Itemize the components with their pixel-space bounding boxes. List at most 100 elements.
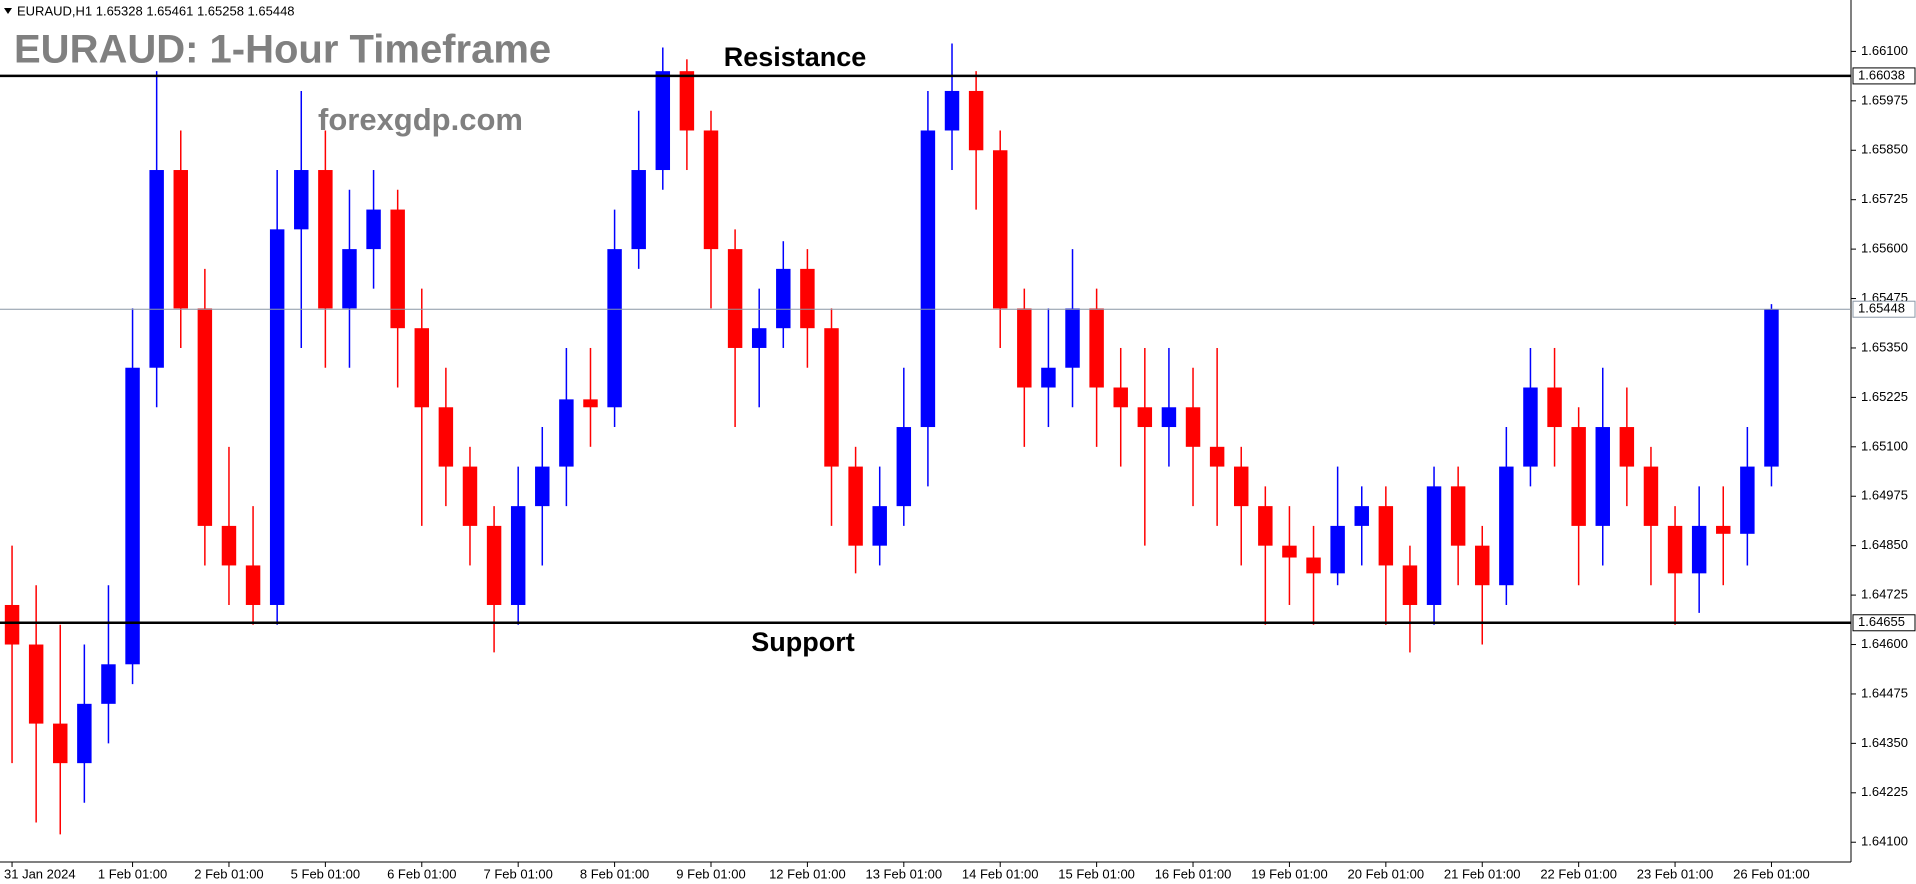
- candle-body: [896, 427, 912, 507]
- candle-body: [1113, 387, 1128, 408]
- level-label: 1.66038: [1858, 67, 1905, 82]
- candle-body: [1691, 525, 1707, 574]
- x-tick-label: 21 Feb 01:00: [1444, 866, 1521, 881]
- y-tick-label: 1.65975: [1861, 92, 1908, 107]
- x-tick-label: 13 Feb 01:00: [865, 866, 942, 881]
- y-tick-label: 1.64725: [1861, 587, 1908, 602]
- candle-body: [125, 367, 140, 665]
- candle-body: [1402, 565, 1418, 605]
- candle-body: [824, 328, 839, 467]
- candle-body: [1089, 308, 1104, 388]
- candle-body: [1595, 427, 1610, 526]
- x-tick-label: 2 Feb 01:00: [194, 866, 263, 881]
- candle-body: [414, 328, 430, 408]
- candle-body: [342, 249, 357, 309]
- level-label-box: [1852, 67, 1916, 85]
- symbol-info: EURAUD,H1 1.65328 1.65461 1.65258 1.6544…: [17, 3, 295, 18]
- level-label: 1.64655: [1858, 614, 1905, 629]
- candle-body: [1523, 387, 1538, 467]
- candle-body: [101, 664, 116, 704]
- candle-body: [294, 170, 309, 230]
- candle-body: [1065, 308, 1080, 368]
- watermark: forexgdp.com: [318, 102, 523, 137]
- candle-body: [944, 90, 960, 131]
- x-tick-label: 19 Feb 01:00: [1251, 866, 1328, 881]
- candle-body: [486, 525, 502, 605]
- candle-body: [1161, 407, 1177, 428]
- candle-body: [631, 170, 646, 250]
- y-tick-label: 1.64850: [1861, 537, 1908, 552]
- candle-body: [462, 466, 478, 526]
- candle-body: [992, 150, 1008, 309]
- candle-body: [510, 506, 526, 605]
- candle-body: [318, 170, 333, 309]
- candle-body: [1282, 545, 1297, 558]
- candle-body: [1258, 506, 1273, 546]
- level-label-box: [1852, 614, 1916, 632]
- x-tick-label: 6 Feb 01:00: [387, 866, 456, 881]
- candle-body: [1716, 525, 1731, 534]
- candle-body: [390, 209, 405, 329]
- candle-body: [221, 525, 237, 566]
- x-tick-label: 16 Feb 01:00: [1155, 866, 1232, 881]
- y-tick-label: 1.64475: [1861, 685, 1908, 700]
- candle-body: [1378, 506, 1394, 566]
- candle-body: [776, 268, 791, 329]
- level-label-box: [1852, 300, 1916, 318]
- candle-body: [751, 328, 767, 348]
- candle-body: [1740, 466, 1755, 534]
- x-tick-label: 12 Feb 01:00: [769, 866, 846, 881]
- x-tick-label: 31 Jan 2024: [4, 866, 76, 881]
- x-tick-label: 26 Feb 01:00: [1733, 866, 1810, 881]
- candle-body: [1209, 446, 1225, 467]
- menu-arrow: [4, 8, 12, 14]
- candle-body: [28, 644, 44, 724]
- candle-body: [1354, 506, 1369, 526]
- candle-body: [1764, 309, 1779, 467]
- chart-title: EURAUD: 1-Hour Timeframe: [14, 28, 551, 72]
- candle-body: [703, 130, 719, 250]
- y-tick-label: 1.65850: [1861, 142, 1908, 157]
- candle-body: [366, 209, 381, 250]
- y-tick-label: 1.64350: [1861, 735, 1908, 750]
- x-tick-label: 7 Feb 01:00: [483, 866, 552, 881]
- candle-body: [1185, 407, 1201, 447]
- candle-body: [1571, 427, 1586, 526]
- y-tick-label: 1.65350: [1861, 339, 1908, 354]
- candle-body: [197, 308, 213, 526]
- x-tick-label: 8 Feb 01:00: [580, 866, 649, 881]
- y-tick-label: 1.66100: [1861, 43, 1908, 58]
- x-tick-label: 20 Feb 01:00: [1348, 866, 1425, 881]
- level-annotation: Resistance: [724, 42, 867, 72]
- candle-body: [1041, 367, 1056, 388]
- candle-body: [1330, 525, 1345, 574]
- level-label: 1.65448: [1858, 301, 1905, 316]
- candle-body: [727, 249, 743, 348]
- candle-body: [1475, 545, 1490, 586]
- candle-body: [1643, 466, 1659, 526]
- x-tick-label: 5 Feb 01:00: [291, 866, 360, 881]
- candle-body: [1137, 407, 1153, 428]
- x-tick-label: 15 Feb 01:00: [1058, 866, 1135, 881]
- candle-body: [583, 399, 598, 408]
- candle-body: [1426, 486, 1442, 605]
- y-tick-label: 1.65225: [1861, 389, 1908, 404]
- level-annotation: Support: [751, 627, 854, 657]
- candle-body: [173, 170, 188, 309]
- y-tick-label: 1.64100: [1861, 834, 1908, 849]
- x-tick-label: 23 Feb 01:00: [1637, 866, 1714, 881]
- candle-body: [968, 90, 984, 151]
- candle-body: [1547, 387, 1562, 428]
- candle-body: [438, 407, 454, 467]
- candle-body: [535, 466, 550, 507]
- candle-body: [800, 268, 815, 329]
- candle-body: [53, 723, 68, 764]
- candle-body: [920, 130, 936, 428]
- x-tick-label: 9 Feb 01:00: [676, 866, 745, 881]
- y-tick-label: 1.65725: [1861, 191, 1908, 206]
- x-tick-label: 14 Feb 01:00: [962, 866, 1039, 881]
- candle-body: [872, 506, 887, 546]
- candle-body: [607, 249, 622, 408]
- candle-body: [655, 71, 671, 171]
